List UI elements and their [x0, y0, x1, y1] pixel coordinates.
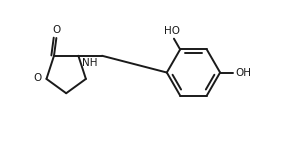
Text: OH: OH	[235, 67, 251, 78]
Text: O: O	[52, 25, 60, 35]
Text: O: O	[33, 73, 42, 83]
Text: NH: NH	[83, 58, 98, 68]
Text: HO: HO	[165, 26, 181, 36]
